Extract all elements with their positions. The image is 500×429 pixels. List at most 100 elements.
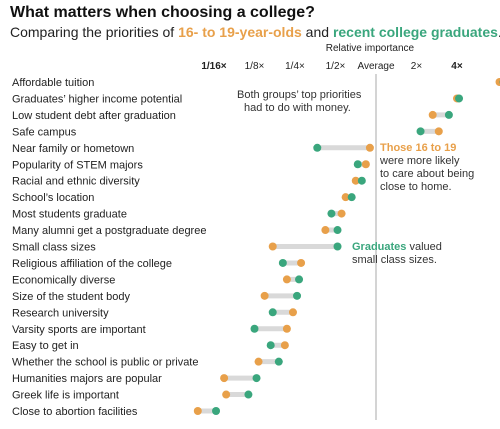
chart-rows: Affordable tuition Graduates’ higher inco… <box>12 77 500 418</box>
dot-recent-graduates <box>293 291 302 300</box>
dot-recent-graduates <box>353 160 362 169</box>
dot-recent-graduates <box>333 242 342 251</box>
annotation-line: close to home. <box>380 181 452 193</box>
axis-ticks: 1/16× 1/8× 1/4× 1/2× Average 2× 4× <box>201 61 463 72</box>
row-label: Popularity of STEM majors <box>12 159 143 171</box>
row-label: Near family or hometown <box>12 143 134 155</box>
dot-recent-graduates <box>313 143 322 152</box>
row-label: Whether the school is public or private <box>12 357 198 369</box>
dot-recent-graduates <box>244 390 253 399</box>
page-subtitle: Comparing the priorities of 16- to 19-ye… <box>10 24 500 40</box>
row-label: Many alumni get a postgraduate degree <box>12 225 206 237</box>
row-label: Safe campus <box>12 126 77 138</box>
dot-recent-graduates <box>278 258 287 267</box>
dot-recent-graduates <box>250 324 259 333</box>
chart-row: Varsity sports are important <box>12 324 291 336</box>
annotation-class-sizes: Graduates valued small class sizes. <box>352 241 442 266</box>
annotation-line: were more likely <box>379 155 460 167</box>
dot-recent-graduates <box>212 407 221 415</box>
tick-label: 1/16× <box>201 61 226 72</box>
row-label: Economically diverse <box>12 274 115 286</box>
annotation-close-to-home: Those 16 to 19 were more likely to care ab… <box>379 142 474 193</box>
row-label: Low student debt after graduation <box>12 110 176 122</box>
row-label: Varsity sports are important <box>12 324 146 336</box>
tick-label: 2× <box>411 61 423 72</box>
dot-16-19-year-olds <box>220 374 229 383</box>
annotation-line: had to do with money. <box>244 102 351 114</box>
chart-row: Graduates’ higher income potential <box>12 93 464 105</box>
subtitle-suffix: . <box>498 24 500 40</box>
dot-16-19-year-olds <box>254 357 263 366</box>
dot-16-19-year-olds <box>361 160 370 169</box>
x-axis-title: Relative importance <box>326 43 415 54</box>
dot-16-19-year-olds <box>428 110 437 119</box>
dot-16-19-year-olds <box>260 291 269 300</box>
chart-row: Easy to get in <box>12 340 289 352</box>
chart-row: Low student debt after graduation <box>12 110 453 122</box>
dot-16-19-year-olds <box>434 127 443 136</box>
tick-label: 4× <box>451 61 463 72</box>
chart-row: Affordable tuition <box>12 77 500 89</box>
dot-16-19-year-olds <box>288 308 297 317</box>
row-label: Close to abortion facilities <box>12 406 138 418</box>
row-label: Research university <box>12 307 109 319</box>
tick-label: 1/4× <box>285 61 305 72</box>
dot-16-19-year-olds <box>351 176 360 185</box>
dot-recent-graduates <box>455 94 464 103</box>
tick-label: 1/2× <box>326 61 346 72</box>
chart-row: Research university <box>12 307 297 319</box>
subtitle-prefix: Comparing the priorities of <box>10 24 179 40</box>
annotation-line: to care about being <box>380 168 474 180</box>
chart-row: Economically diverse <box>12 274 304 286</box>
dot-recent-graduates <box>416 127 425 136</box>
annotation-lead-16-19: Those 16 to 19 <box>380 142 456 154</box>
chart-row: Religious affiliation of the college <box>12 258 306 270</box>
row-label: Size of the student body <box>12 291 131 303</box>
row-label: Religious affiliation of the college <box>12 258 172 270</box>
chart-row: Whether the school is public or private <box>12 357 283 369</box>
chart-row: Most students graduate <box>12 209 346 221</box>
row-label: Affordable tuition <box>12 77 94 89</box>
row-label: Greek life is important <box>12 390 119 402</box>
dot-16-19-year-olds <box>341 193 350 202</box>
chart-row: Humanities majors are popular <box>12 373 261 385</box>
dot-recent-graduates <box>347 193 356 202</box>
dot-16-19-year-olds <box>193 407 202 415</box>
subtitle-group-a: 16- to 19-year-olds <box>178 24 302 40</box>
annotation-money: Both groups’ top priorities had to do wit… <box>237 89 362 114</box>
annotation-line: small class sizes. <box>352 254 437 266</box>
page-title: What matters when choosing a college? <box>10 4 315 21</box>
tick-label: 1/8× <box>245 61 265 72</box>
chart-row: School’s location <box>12 192 356 204</box>
dot-16-19-year-olds <box>280 341 289 350</box>
dot-16-19-year-olds <box>495 78 500 86</box>
row-label: Small class sizes <box>12 242 96 254</box>
dot-recent-graduates <box>333 226 342 235</box>
row-label: Most students graduate <box>12 209 127 221</box>
chart-row: Safe campus <box>12 126 443 138</box>
dot-recent-graduates <box>266 341 275 350</box>
dot-recent-graduates <box>327 209 336 218</box>
dot-recent-graduates <box>357 176 366 185</box>
annotation-lead-rest: valued <box>406 241 441 253</box>
dot-16-19-year-olds <box>282 275 291 284</box>
dot-16-19-year-olds <box>282 324 291 333</box>
annotation-line: Both groups’ top priorities <box>237 89 362 101</box>
tick-label: Average <box>357 61 395 72</box>
dot-16-19-year-olds <box>297 258 306 267</box>
row-label: School’s location <box>12 192 94 204</box>
chart-row: Greek life is important <box>12 390 253 402</box>
dot-recent-graduates <box>444 110 453 119</box>
dot-16-19-year-olds <box>365 143 374 152</box>
dot-recent-graduates <box>268 308 277 317</box>
chart-row: Many alumni get a postgraduate degree <box>12 225 342 237</box>
row-label: Easy to get in <box>12 340 79 352</box>
annotations: Both groups’ top priorities had to do wit… <box>237 89 474 266</box>
row-label: Racial and ethnic diversity <box>12 176 140 188</box>
dot-recent-graduates <box>252 374 261 383</box>
chart-row: Popularity of STEM majors <box>12 159 370 171</box>
row-label: Graduates’ higher income potential <box>12 93 182 105</box>
dot-16-19-year-olds <box>337 209 346 218</box>
dot-recent-graduates <box>274 357 283 366</box>
